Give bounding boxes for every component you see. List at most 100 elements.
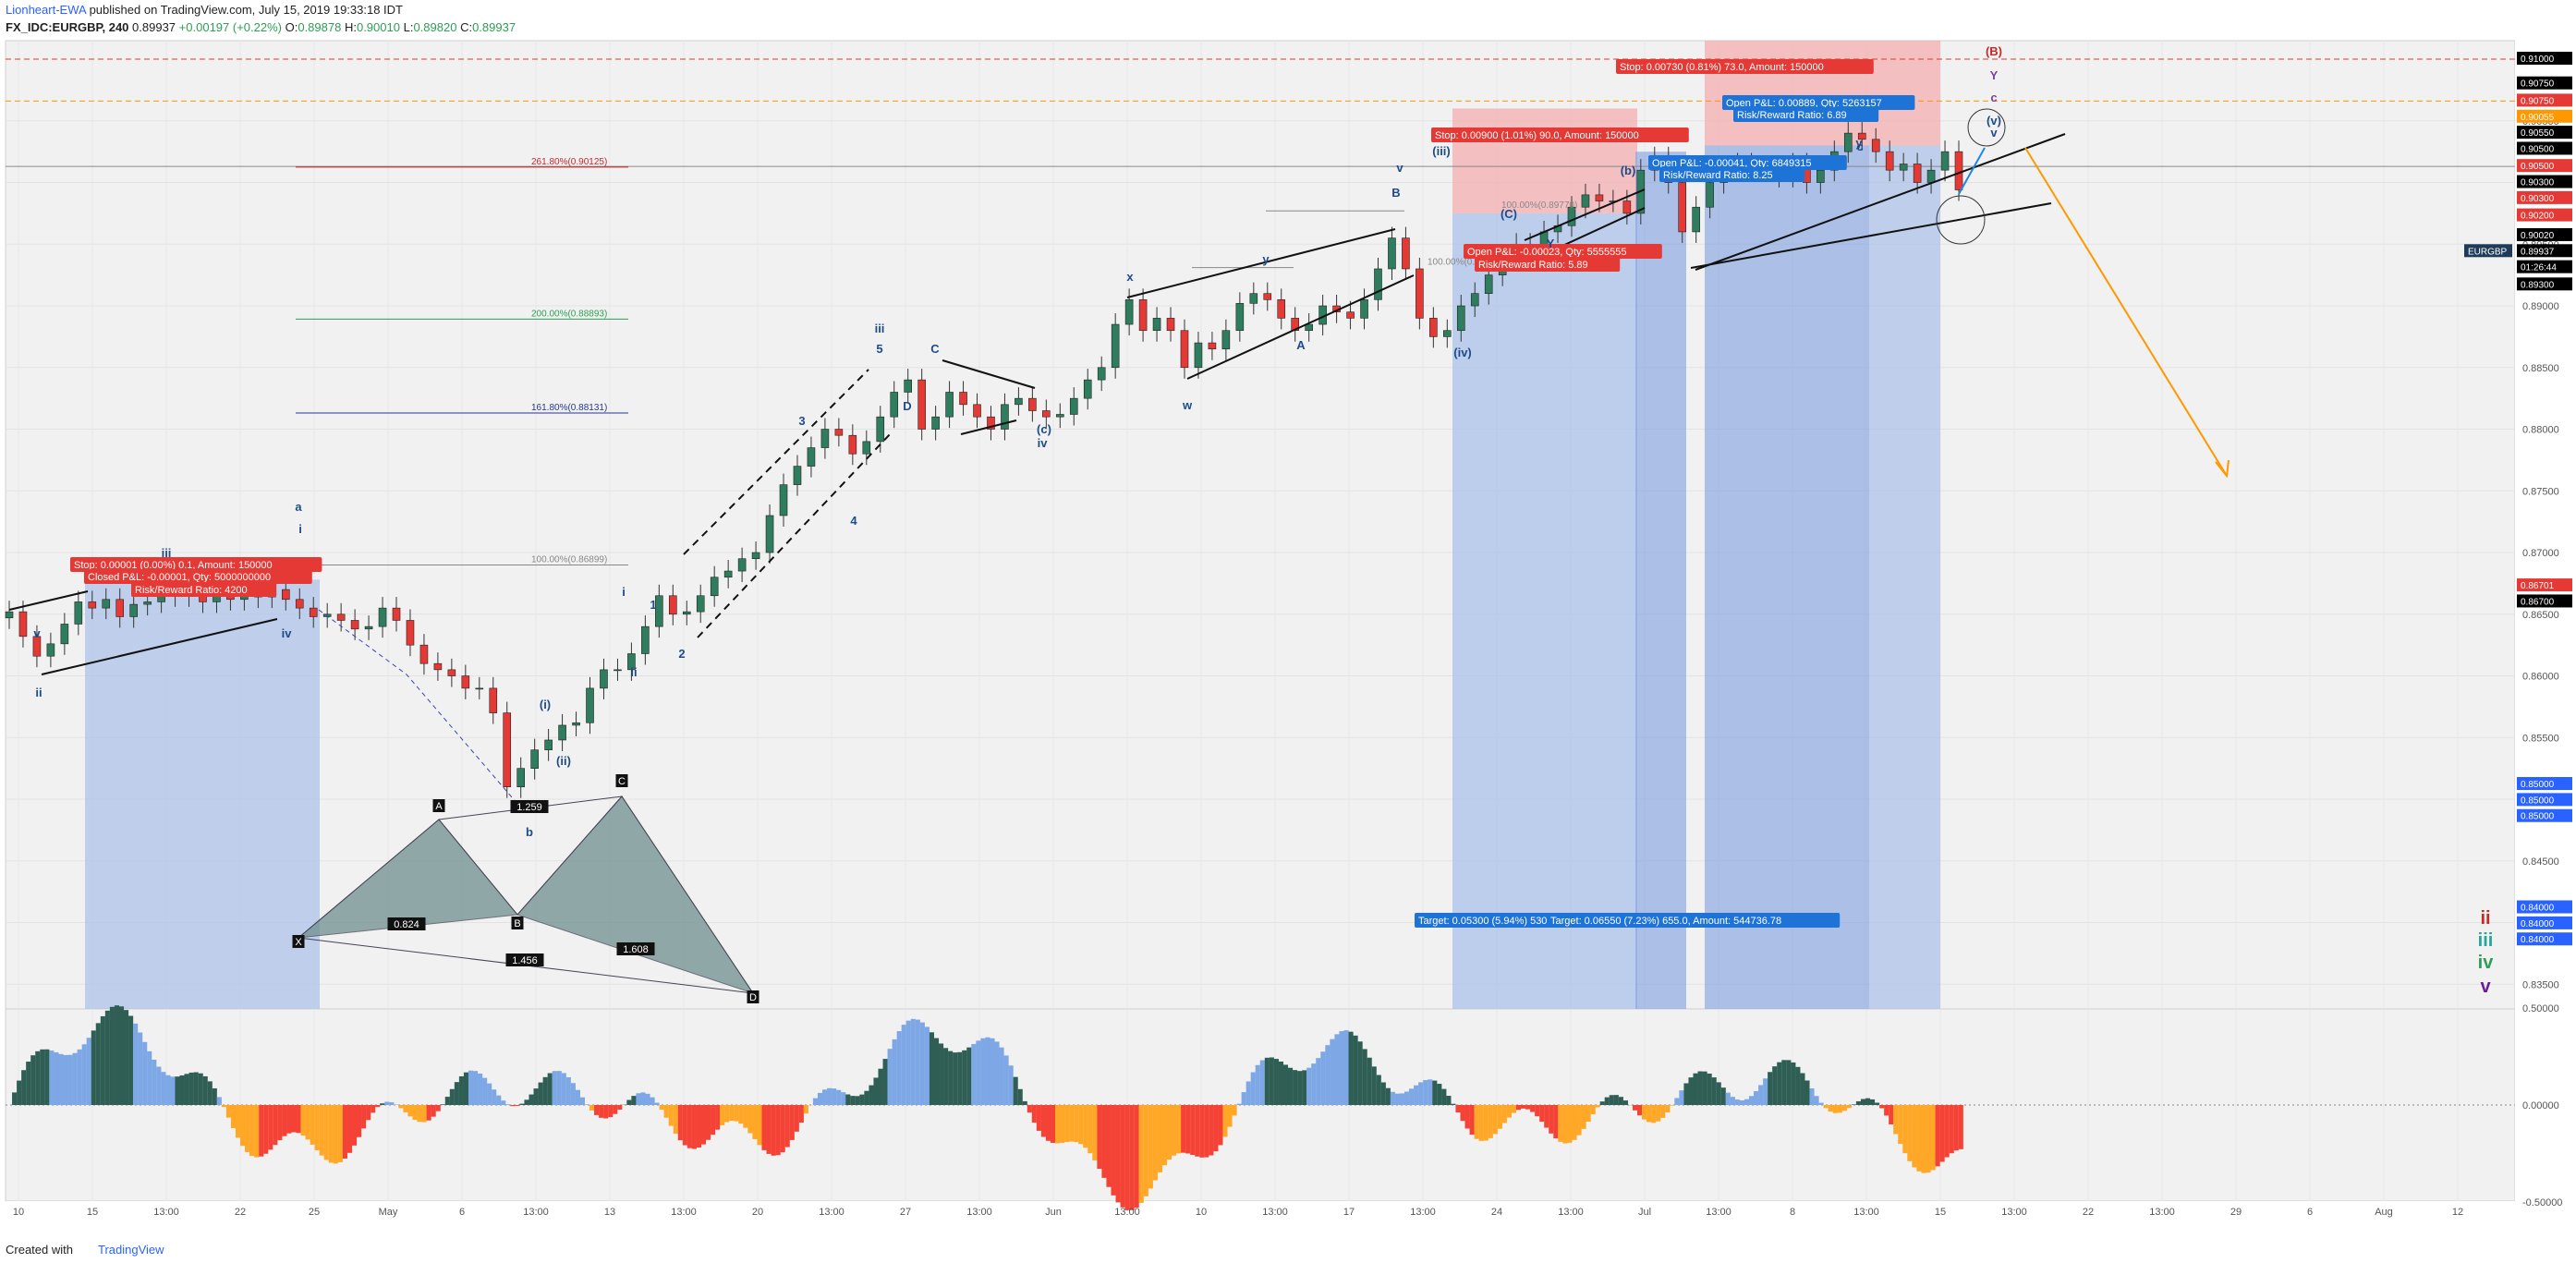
osc-bar: [1879, 1105, 1885, 1109]
wave-label: Y: [1990, 68, 1999, 82]
osc-bar: [836, 1089, 842, 1105]
osc-bar: [966, 1047, 972, 1105]
osc-bar: [1916, 1105, 1922, 1172]
candle-body: [1194, 342, 1203, 369]
osc-bar: [319, 1105, 324, 1156]
position-label-bg: [1733, 107, 1879, 122]
osc-bar: [463, 1072, 469, 1105]
osc-bar: [1809, 1087, 1815, 1105]
osc-bar: [407, 1105, 413, 1117]
position-label: Stop: 0.00730 (0.81%) 73.0, Amount: 1500…: [1620, 62, 1824, 73]
osc-bar: [915, 1019, 920, 1105]
osc-bar: [1380, 1082, 1386, 1105]
osc-bar: [268, 1105, 273, 1150]
tradingview-logo[interactable]: TradingView: [98, 1243, 164, 1257]
osc-bar: [1050, 1105, 1056, 1143]
candle-body: [350, 620, 359, 630]
price-badge-bg: [2517, 260, 2572, 273]
osc-bar: [994, 1041, 1000, 1105]
osc-bar: [1483, 1105, 1488, 1141]
price-badge-bg: [2517, 227, 2572, 241]
osc-bar: [892, 1038, 897, 1105]
position-label: Stop: 0.00900 (1.01%) 90.0, Amount: 1500…: [1435, 130, 1639, 141]
osc-bar: [444, 1097, 450, 1105]
candle-body: [751, 552, 760, 560]
osc-bar: [859, 1094, 865, 1105]
candle-body: [848, 434, 857, 455]
candle-body: [88, 601, 97, 609]
pattern-label: 0.824: [394, 919, 419, 930]
candle-body: [1843, 132, 1853, 152]
osc-bar: [841, 1092, 846, 1105]
osc-bar: [855, 1096, 860, 1105]
candle-body: [129, 603, 138, 617]
wave-label: v: [1990, 126, 1998, 140]
time-tick: 13:00: [1114, 1207, 1140, 1218]
candle-body: [115, 599, 125, 617]
price-badge: 0.90500: [2521, 162, 2555, 172]
pattern-label-bg: [616, 942, 655, 955]
osc-bar: [435, 1105, 441, 1111]
osc-bar: [985, 1037, 990, 1105]
osc-bar: [1693, 1073, 1698, 1105]
osc-bar: [1441, 1088, 1447, 1105]
pattern-label-bg: [387, 917, 426, 930]
osc-bar: [1204, 1105, 1209, 1158]
price-badge: 0.89937: [2521, 247, 2555, 257]
osc-bar: [1576, 1105, 1582, 1135]
osc-bar: [468, 1070, 474, 1105]
wave-label: ii: [35, 686, 42, 699]
osc-bar: [1166, 1105, 1173, 1160]
osc-bar: [161, 1072, 166, 1105]
time-tick: 8: [1790, 1207, 1795, 1218]
candle-body: [890, 392, 899, 418]
osc-bar: [1199, 1105, 1205, 1158]
osc-bar: [1530, 1105, 1536, 1112]
osc-bar: [305, 1105, 310, 1140]
time-tick: 25: [309, 1207, 320, 1218]
time-tick: 13:00: [1706, 1207, 1732, 1218]
osc-bar: [608, 1105, 614, 1118]
price-change: +0.00197 (+0.22%): [178, 20, 282, 34]
osc-bar: [529, 1094, 534, 1105]
osc-bar: [254, 1105, 260, 1158]
osc-bar: [1423, 1080, 1428, 1105]
candle-body: [295, 599, 304, 609]
osc-bar: [822, 1089, 828, 1105]
osc-bar: [999, 1047, 1004, 1105]
price-badge: 0.90500: [2521, 144, 2555, 154]
osc-bar: [1232, 1105, 1237, 1116]
osc-bar: [864, 1090, 869, 1105]
candle-body: [1111, 323, 1120, 369]
osc-bar: [752, 1105, 758, 1139]
osc-bar: [282, 1105, 287, 1136]
candle-body: [959, 392, 967, 406]
wave-label: Y: [1547, 237, 1555, 250]
osc-bar: [827, 1087, 832, 1105]
author-link[interactable]: Lionheart-EWA: [6, 3, 86, 17]
osc-bar: [1414, 1085, 1419, 1105]
osc-bar: [1716, 1082, 1721, 1105]
position-label: Open P&L: -0.00041, Qty: 6849315: [1652, 158, 1811, 169]
osc-bar: [188, 1072, 194, 1105]
candle-body: [544, 739, 553, 750]
osc-bar: [1846, 1105, 1852, 1109]
wave-label: iv: [1038, 436, 1049, 450]
wave-label: w: [1182, 398, 1193, 412]
pattern-label: X: [295, 937, 302, 948]
candle-body: [1706, 182, 1714, 208]
osc-bar: [431, 1105, 436, 1117]
osc-bar: [175, 1076, 180, 1105]
osc-bar: [1092, 1105, 1098, 1160]
osc-bar: [1255, 1064, 1260, 1105]
osc-bar: [1367, 1057, 1372, 1105]
osc-bar: [1172, 1105, 1177, 1156]
wave-label: 3: [798, 414, 805, 428]
price-badge: 0.85000: [2521, 812, 2555, 822]
osc-bar: [547, 1073, 553, 1105]
osc-bar: [286, 1105, 292, 1134]
osc-bar: [296, 1105, 301, 1134]
osc-bar: [1376, 1075, 1381, 1105]
candle-body: [572, 722, 580, 726]
